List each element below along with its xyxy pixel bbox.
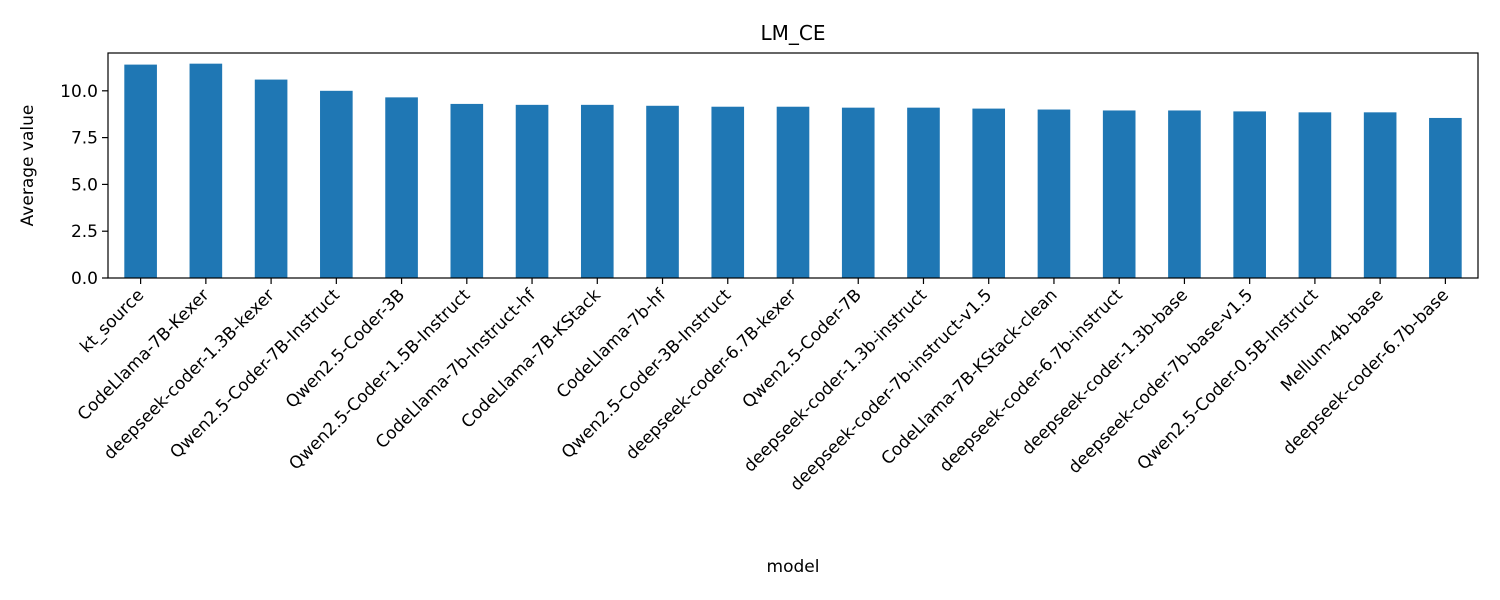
bar-12	[907, 107, 940, 278]
y-axis-label: Average value	[18, 105, 38, 227]
bar-14	[1037, 109, 1071, 278]
y-tick-label: 2.5	[71, 222, 98, 242]
x-tick-label: Qwen2.5-Coder-3B	[282, 285, 409, 412]
y-axis: 0.0 2.5 5.0 7.5 10.0	[60, 82, 108, 289]
bar-5	[450, 103, 484, 279]
bar-1	[189, 63, 223, 279]
y-tick-label: 0.0	[71, 269, 98, 289]
bar-3	[320, 90, 353, 278]
chart-title: LM_CE	[761, 21, 826, 45]
bar-11	[841, 107, 875, 278]
bars-group	[124, 63, 1462, 279]
bar-17	[1233, 111, 1266, 278]
bar-7	[580, 104, 614, 279]
y-tick-label: 7.5	[71, 129, 98, 149]
bar-15	[1102, 110, 1136, 278]
bar-10	[776, 106, 810, 278]
bar-2	[254, 79, 288, 279]
plot-frame	[107, 52, 1479, 279]
bar-18	[1298, 112, 1332, 279]
y-tick-label: 10.0	[60, 82, 98, 102]
bar-9	[711, 106, 745, 278]
x-axis-label: model	[767, 557, 820, 577]
bar-19	[1363, 112, 1397, 279]
bar-20	[1429, 117, 1462, 278]
x-tick-label: CodeLlama-7B-Kexer	[74, 285, 214, 425]
bar-16	[1168, 110, 1201, 278]
bar-4	[385, 97, 418, 279]
x-tick-label: Qwen2.5-Coder-7B	[739, 285, 866, 412]
bar-0	[124, 64, 157, 279]
x-axis: kt_sourceCodeLlama-7B-Kexerdeepseek-code…	[74, 278, 1453, 495]
bar-8	[646, 105, 679, 278]
bar-6	[515, 104, 549, 279]
y-tick-label: 5.0	[71, 175, 98, 195]
bar-13	[972, 108, 1006, 278]
x-tick-label: CodeLlama-7b-hf	[553, 285, 671, 403]
